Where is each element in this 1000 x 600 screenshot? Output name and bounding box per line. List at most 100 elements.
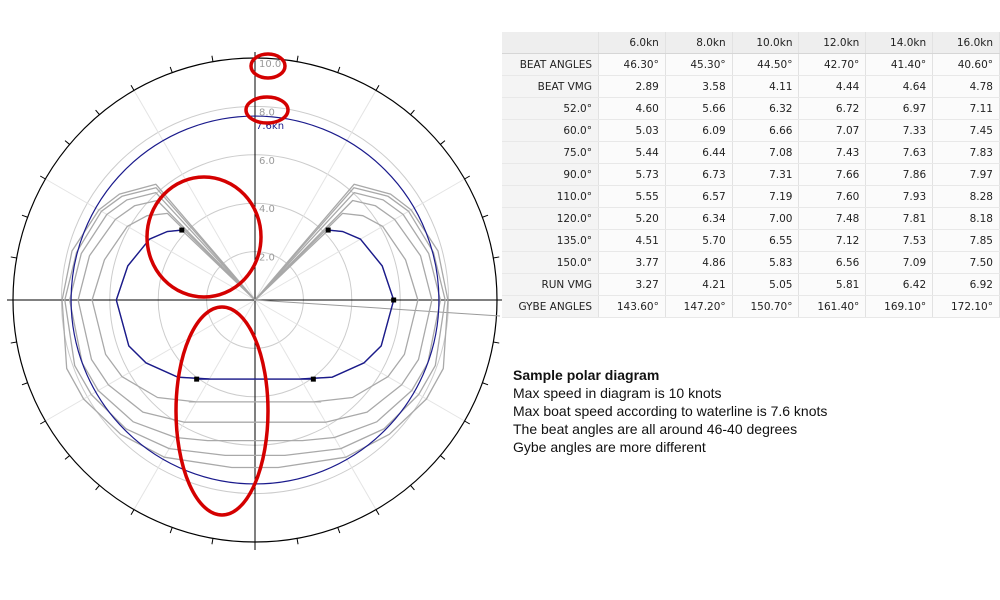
row-label: 90.0° — [502, 163, 599, 186]
grid-spoke — [254, 90, 377, 301]
tick-mark — [296, 538, 299, 545]
table-row: BEAT ANGLES 46.30° 45.30° 44.50° 42.70° 41.40… — [502, 53, 1000, 76]
ring-label: 2.0 — [259, 253, 275, 264]
table-cell: 7.83 — [932, 141, 1000, 164]
table-cell: 7.60 — [798, 185, 867, 208]
tick-mark — [493, 256, 500, 259]
table-cell: 5.05 — [732, 273, 800, 296]
notes-line-max-speed: Max speed in diagram is 10 knots — [513, 385, 722, 401]
table-cell: 7.12 — [798, 229, 867, 252]
tick-mark — [440, 140, 446, 145]
table-cell: 40.60° — [932, 53, 1000, 76]
table-cell: 41.40° — [865, 53, 934, 76]
table-cell: 4.11 — [732, 75, 800, 98]
table-header: 6.0kn 8.0kn 10.0kn 12.0kn 14.0kn 16.0kn — [502, 32, 1000, 54]
column-header: 14.0kn — [865, 32, 934, 54]
polar-curve — [77, 199, 433, 423]
row-label: 120.0° — [502, 207, 599, 230]
table-cell: 5.66 — [665, 97, 733, 120]
table-cell: 2.89 — [598, 75, 666, 98]
tick-mark — [39, 175, 46, 180]
table-cell: 172.10° — [932, 295, 1000, 318]
tick-mark — [296, 55, 299, 62]
tick-mark — [375, 84, 380, 91]
row-label: 52.0° — [502, 97, 599, 120]
table-cell: 6.09 — [665, 119, 733, 142]
grid-spoke — [133, 90, 256, 301]
tick-mark — [169, 527, 173, 534]
curve-marker — [179, 227, 185, 233]
column-header: 10.0kn — [732, 32, 800, 54]
polar-curve — [61, 183, 449, 469]
tick-mark — [21, 382, 28, 386]
table-cell: 4.60 — [598, 97, 666, 120]
table-cell: 7.81 — [865, 207, 934, 230]
notes-title: Sample polar diagram — [513, 367, 660, 383]
row-label: 110.0° — [502, 185, 599, 208]
table-cell: 45.30° — [665, 53, 733, 76]
curve-marker — [194, 376, 200, 382]
table-cell: 6.55 — [732, 229, 800, 252]
table-cell: 46.30° — [598, 53, 666, 76]
table-cell: 7.63 — [865, 141, 934, 164]
table-row: 52.0° 4.60 5.66 6.32 6.72 6.97 7.11 — [502, 97, 1000, 120]
table-cell: 42.70° — [798, 53, 867, 76]
table-cell: 6.56 — [798, 251, 867, 274]
table-cell: 44.50° — [732, 53, 800, 76]
tick-mark — [410, 485, 415, 491]
ring-label: 8.0 — [259, 107, 275, 118]
table-cell: 7.66 — [798, 163, 867, 186]
ring-label: 4.0 — [259, 204, 275, 215]
table-cell: 5.70 — [665, 229, 733, 252]
table-cell: 6.73 — [665, 163, 733, 186]
table-cell: 161.40° — [798, 295, 867, 318]
table-cell: 3.58 — [665, 75, 733, 98]
notes-line-hull-speed: Max boat speed according to waterline is… — [513, 403, 828, 419]
notes-line-beat-angles: The beat angles are all around 46-40 deg… — [513, 421, 798, 437]
row-label: GYBE ANGLES — [502, 295, 599, 318]
tick-mark — [10, 341, 17, 344]
row-label: 135.0° — [502, 229, 599, 252]
table-cell: 143.60° — [598, 295, 666, 318]
table-cell: 5.83 — [732, 251, 800, 274]
table-cell: 4.78 — [932, 75, 1000, 98]
table-cell: 7.53 — [865, 229, 934, 252]
table-cell: 4.86 — [665, 251, 733, 274]
row-label: 150.0° — [502, 251, 599, 274]
highlight-curve — [115, 229, 395, 380]
polar-curve — [64, 187, 446, 457]
table-cell: 7.09 — [865, 251, 934, 274]
tick-mark — [440, 455, 446, 460]
wind-reference-line — [254, 299, 501, 317]
tick-mark — [482, 382, 489, 386]
table-row: 75.0° 5.44 6.44 7.08 7.43 7.63 7.83 — [502, 141, 1000, 164]
polar-table-panel: 6.0kn 8.0kn 10.0kn 12.0kn 14.0kn 16.0kn BEAT … — [502, 32, 1000, 320]
table-cell: 5.55 — [598, 185, 666, 208]
table-row: 110.0° 5.55 6.57 7.19 7.60 7.93 8.28 — [502, 185, 1000, 208]
tick-mark — [95, 109, 100, 115]
table-cell: 150.70° — [732, 295, 800, 318]
curve-marker — [391, 297, 397, 303]
table-cell: 6.34 — [665, 207, 733, 230]
tick-mark — [410, 109, 415, 115]
tick-mark — [39, 420, 46, 425]
table-cell: 3.77 — [598, 251, 666, 274]
annotation-ellipse-hull-speed — [244, 95, 290, 125]
row-label: RUN VMG — [502, 273, 599, 296]
tick-mark — [211, 538, 214, 545]
annotation-ellipse-beat-angle — [145, 175, 263, 299]
table-cell: 6.57 — [665, 185, 733, 208]
table-cell: 6.66 — [732, 119, 800, 142]
table-cell: 6.42 — [865, 273, 934, 296]
column-header: 16.0kn — [932, 32, 1000, 54]
annotation-ellipse-gybe-angle — [174, 305, 270, 517]
tick-mark — [337, 66, 341, 73]
table-cell: 6.72 — [798, 97, 867, 120]
tick-mark — [64, 140, 70, 145]
tick-mark — [21, 214, 28, 218]
tick-mark — [464, 175, 471, 180]
column-header: 8.0kn — [665, 32, 733, 54]
polar-curve — [91, 212, 419, 403]
table-cell: 7.43 — [798, 141, 867, 164]
table-row: RUN VMG 3.27 4.21 5.05 5.81 6.42 6.92 — [502, 273, 1000, 296]
